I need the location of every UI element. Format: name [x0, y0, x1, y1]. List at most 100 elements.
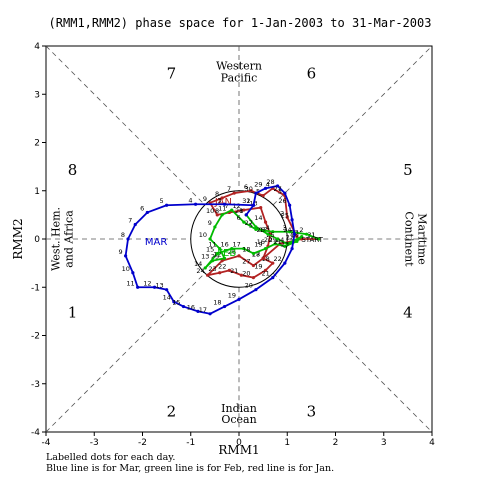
trajectory-series: 1234567891011121314151617181920212223242… — [118, 178, 324, 316]
day-point — [215, 213, 219, 217]
day-label: 12 — [143, 279, 151, 287]
day-label: 4 — [188, 196, 192, 204]
day-label: 2 — [280, 209, 284, 217]
day-label: 21 — [230, 267, 238, 275]
day-point — [136, 285, 140, 289]
day-point — [288, 230, 292, 234]
chart-title: (RMM1,RMM2) phase space for 1-Jan-2003 t… — [49, 16, 432, 30]
day-point — [232, 191, 236, 195]
day-point — [249, 189, 253, 193]
day-label: 3 — [278, 188, 282, 196]
day-label: 5 — [159, 197, 163, 205]
day-point — [285, 242, 289, 246]
day-point — [254, 227, 258, 231]
day-label: 4 — [266, 224, 270, 232]
unit-circle — [190, 190, 288, 288]
day-point — [242, 220, 246, 224]
day-label: 29 — [269, 236, 277, 244]
y-tick-label: 0 — [34, 235, 40, 245]
day-point — [203, 266, 207, 270]
day-point — [222, 202, 227, 206]
day-label: 6 — [244, 183, 248, 191]
day-point — [254, 225, 258, 229]
day-label: 3 — [283, 224, 287, 232]
x-tick-label: -4 — [42, 438, 51, 448]
day-label: 27 — [245, 219, 253, 227]
day-label: 9 — [208, 219, 212, 227]
day-label: 11 — [126, 279, 134, 287]
day-point — [295, 234, 299, 239]
day-point — [213, 225, 217, 229]
day-label: 11 — [208, 241, 216, 249]
day-point — [237, 254, 241, 258]
day-label: 20 — [242, 270, 250, 278]
day-point — [230, 208, 234, 212]
note-labelled-dots: Labelled dots for each day. — [46, 452, 175, 463]
day-point — [254, 191, 258, 195]
x-tick-label: 4 — [429, 438, 435, 448]
day-label: 8 — [215, 207, 219, 215]
day-point — [251, 251, 256, 256]
day-label: 3 — [217, 196, 221, 204]
day-label: 19 — [254, 262, 262, 270]
day-point — [271, 261, 275, 265]
day-point — [285, 215, 289, 219]
day-point — [283, 244, 287, 248]
region-label: Continent — [402, 211, 415, 267]
day-label: 14 — [163, 294, 171, 302]
x-tick-label: 0 — [236, 438, 242, 448]
day-label: 8 — [121, 231, 125, 239]
day-label: 25 — [266, 231, 274, 239]
day-label: 1 — [239, 207, 243, 215]
y-tick-label: -2 — [31, 332, 40, 342]
region-label: Pacific — [221, 71, 258, 84]
day-label: 6 — [140, 204, 144, 212]
day-point — [222, 304, 227, 309]
day-label: 21 — [274, 238, 282, 246]
guide-diagonal-a — [272, 45, 433, 206]
day-point — [295, 239, 299, 244]
day-label: 2 — [246, 197, 250, 205]
day-label: 17 — [252, 250, 260, 258]
day-label: 7 — [128, 217, 132, 225]
day-point — [215, 251, 219, 256]
day-label: 24 — [283, 226, 291, 234]
day-label: 7 — [225, 202, 229, 210]
day-point — [263, 247, 268, 251]
day-point — [317, 237, 321, 241]
y-tick-label: 1 — [34, 187, 40, 197]
day-point — [218, 271, 222, 275]
day-label: 24 — [276, 236, 284, 244]
day-point — [283, 261, 287, 265]
day-point — [126, 237, 130, 241]
y-tick-label: 4 — [34, 42, 40, 52]
day-point — [237, 297, 241, 301]
day-label: 10 — [206, 207, 214, 215]
day-label: 16 — [220, 241, 228, 249]
day-label: 17 — [199, 306, 207, 314]
day-point — [242, 208, 246, 212]
day-label: 25 — [281, 212, 289, 220]
day-label: 15 — [206, 245, 214, 253]
day-point — [266, 232, 270, 236]
day-point — [181, 304, 186, 309]
day-point — [208, 312, 212, 316]
day-point — [288, 203, 292, 207]
phase-label-8: 8 — [68, 161, 78, 179]
day-label: 23 — [208, 265, 216, 273]
note-line-colors: Blue line is for Mar, green line is for … — [46, 463, 334, 474]
day-label: 31 — [242, 197, 250, 205]
day-label: 21 — [261, 270, 269, 278]
day-label: 22 — [218, 262, 226, 270]
day-label: 9 — [118, 248, 122, 256]
day-label: 27 — [242, 258, 250, 266]
day-label: 22 — [274, 255, 282, 263]
guide-diagonal-b — [272, 272, 433, 433]
day-label: 16 — [187, 303, 195, 311]
day-point — [254, 288, 258, 292]
day-point — [271, 230, 275, 234]
region-label: Maritime — [415, 213, 428, 264]
